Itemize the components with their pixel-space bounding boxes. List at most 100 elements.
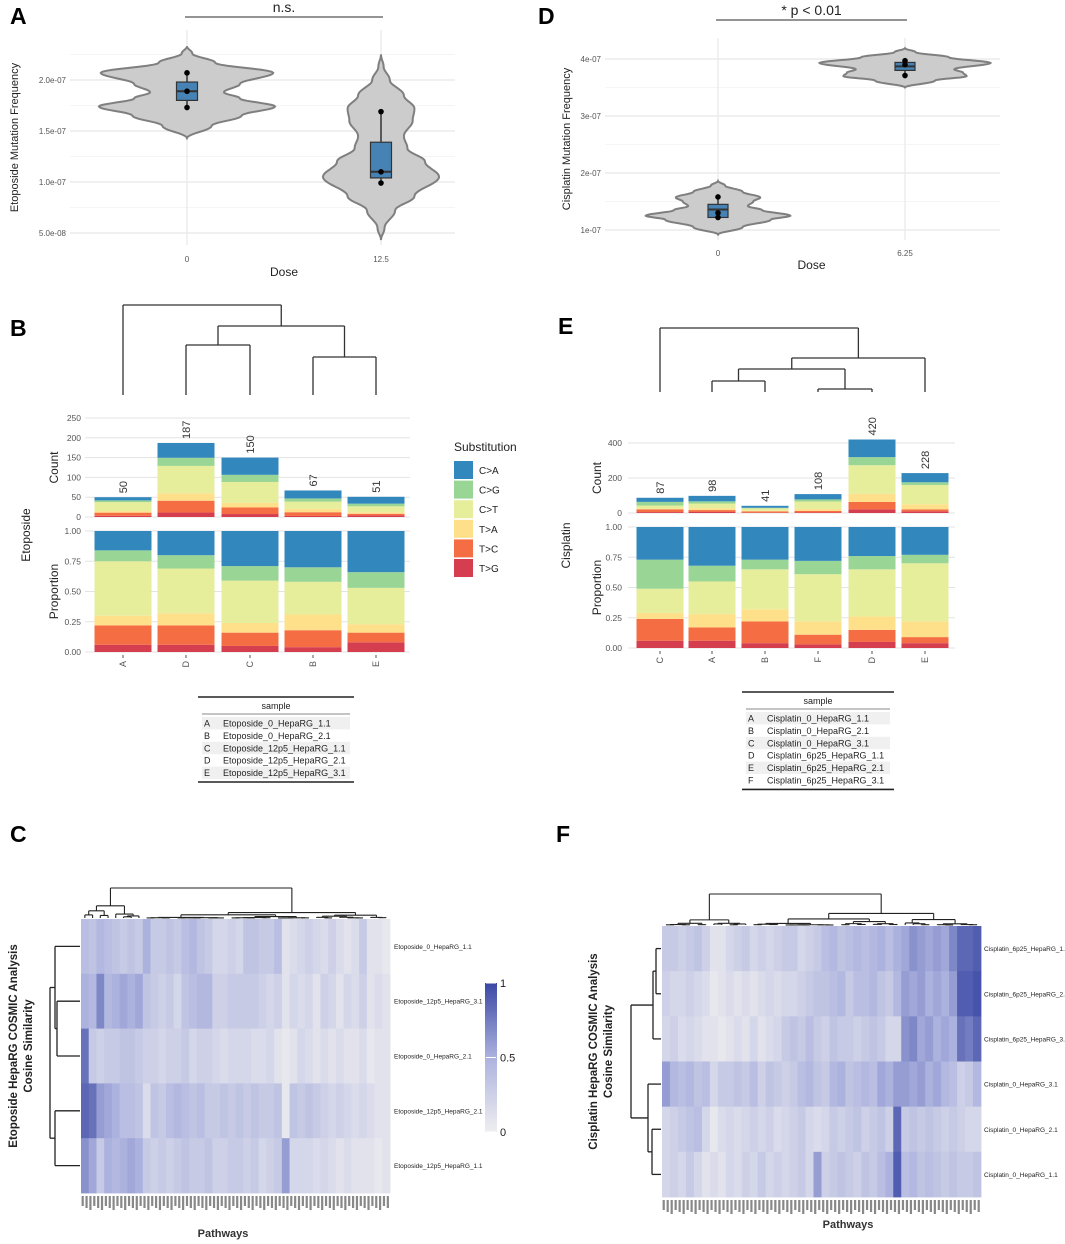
count-tick-label: 250 — [67, 413, 81, 423]
heatmap-cell — [243, 1028, 252, 1084]
heatmap-cell — [343, 1028, 352, 1084]
heatmap-cell — [81, 973, 90, 1029]
heatmap-cell — [366, 919, 375, 975]
heatmap-cell — [274, 919, 283, 975]
proportion-tick-label: 0.25 — [64, 617, 81, 627]
proportion-bar-segment-CtoA — [284, 531, 342, 568]
count-bar-segment-CtoG — [848, 457, 896, 466]
heatmap-cell — [733, 1151, 743, 1198]
heatmap-cell — [917, 971, 926, 1017]
column-tick-label-mark — [758, 1200, 761, 1210]
heatmap-cell — [821, 1016, 830, 1062]
heatmap-cell — [266, 1138, 275, 1194]
data-point — [378, 180, 384, 186]
column-tick-label-mark — [774, 1200, 777, 1212]
column-tick-label-mark — [826, 1200, 829, 1214]
column-tick-label-mark — [854, 1200, 857, 1210]
table-row-key: F — [748, 776, 754, 786]
heatmap-cell — [701, 1106, 711, 1153]
heatmap-cell — [142, 1083, 151, 1139]
count-bar-segment-TtoG — [636, 512, 684, 513]
heatmap-cell — [196, 1028, 205, 1084]
proportion-tick-label: 0.25 — [605, 613, 622, 623]
count-total-label: 228 — [920, 451, 932, 469]
heatmap-cell — [204, 919, 213, 975]
heatmap-cell — [366, 1138, 375, 1194]
y-axis-title-line-2: Cosine Similarity — [603, 1004, 615, 1098]
heatmap-cell — [189, 1028, 198, 1084]
heatmap-cell — [709, 971, 719, 1017]
count-tick-label: 100 — [67, 472, 81, 482]
proportion-bar-segment-CtoA — [848, 527, 896, 557]
heatmap-cell — [749, 1061, 759, 1108]
heatmap-cell — [877, 1016, 886, 1062]
column-tick-label-mark — [754, 1200, 757, 1214]
count-bar-segment-CtoT — [284, 501, 342, 509]
heatmap-cell — [104, 973, 113, 1029]
column-tick-label-mark — [201, 1196, 204, 1208]
proportion-bar-segment-TtoG — [741, 643, 789, 648]
y-axis-title: Cisplatin Mutation Frequency — [561, 67, 573, 210]
column-tick-label-mark — [301, 1196, 304, 1206]
table-row-key: A — [748, 714, 754, 724]
heatmap-cell — [227, 1028, 236, 1084]
column-tick-label-mark — [734, 1200, 737, 1210]
heatmap-cell — [845, 1061, 854, 1108]
heatmap-cell — [709, 1061, 719, 1108]
heatmap-cell — [925, 1016, 934, 1062]
column-tick-label-mark — [694, 1200, 697, 1214]
heatmap-cell — [111, 1083, 121, 1139]
heatmap-row-label: Cisplatin_0_HepaRG_3.1 — [984, 1082, 1058, 1089]
count-bar-segment-TtoA — [688, 508, 736, 511]
heatmap-cell — [204, 1083, 213, 1139]
heatmap-cell — [677, 1106, 687, 1153]
heatmap-cell — [81, 1028, 90, 1084]
column-tick-label-mark — [798, 1200, 801, 1212]
column-tick-label-mark — [885, 1200, 889, 1214]
heatmap-cell — [741, 1016, 751, 1062]
proportion-bar-segment-CtoT — [636, 588, 684, 613]
heatmap-cell — [119, 1083, 128, 1139]
column-tick-label-mark — [857, 1200, 861, 1212]
heatmap-cell — [693, 1151, 703, 1198]
heatmap-cell — [701, 1016, 711, 1062]
count-bar-segment-TtoC — [741, 511, 789, 513]
table-row-name: Cisplatin_6p25_HepaRG_2.1 — [767, 763, 884, 773]
table-row-key: C — [748, 738, 755, 748]
column-tick-label-mark — [838, 1200, 841, 1214]
heatmap-cell — [135, 1083, 144, 1139]
x-tick-label: D — [867, 657, 877, 664]
count-bar-segment-CtoA — [157, 442, 215, 458]
heatmap-cell — [382, 973, 391, 1029]
x-axis-title: Dose — [797, 258, 825, 272]
column-tick-label-mark — [834, 1200, 837, 1212]
heatmap-cell — [142, 919, 151, 975]
heatmap-cell — [733, 971, 743, 1017]
count-bar-segment-TtoA — [901, 504, 949, 510]
heatmap-cell — [119, 1028, 128, 1084]
heatmap-cell — [305, 1138, 314, 1194]
heatmap-cell — [243, 919, 252, 975]
heatmap-cell — [933, 1016, 942, 1062]
heatmap-cell — [142, 1028, 151, 1084]
column-tick-label-mark — [913, 1200, 917, 1210]
column-tick-label-mark — [162, 1196, 165, 1206]
proportion-bar-segment-CtoG — [94, 550, 152, 562]
proportion-bar-segment-TtoC — [848, 629, 896, 642]
column-tick-label-mark — [746, 1200, 749, 1210]
heatmap-cell — [917, 1106, 926, 1153]
column-tick-label-mark — [166, 1196, 169, 1208]
count-bar-segment-TtoC — [94, 512, 152, 516]
heatmap-cell — [869, 1151, 878, 1198]
heatmap-cell — [869, 971, 878, 1017]
column-tick-label-mark — [151, 1196, 154, 1206]
heatmap-cell — [877, 1061, 886, 1108]
heatmap-cell — [669, 971, 679, 1017]
heatmap-cell — [662, 971, 671, 1017]
count-bar-segment-TtoC — [688, 510, 736, 512]
heatmap-cell — [789, 1016, 798, 1062]
heatmap-cell — [220, 1028, 229, 1084]
heatmap-cell — [158, 1028, 167, 1084]
heatmap-cell — [725, 971, 735, 1017]
column-tick-label-mark — [957, 1200, 960, 1214]
